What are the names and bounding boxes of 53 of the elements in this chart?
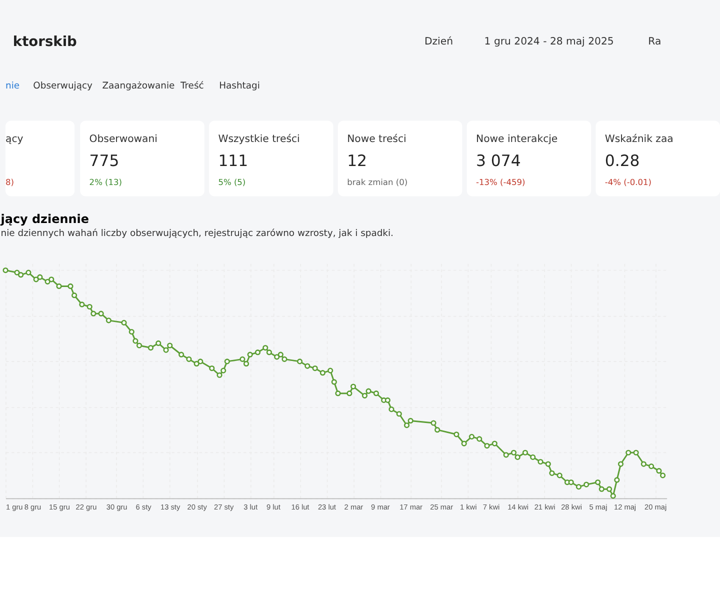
x-tick-label: 21 kwi — [534, 502, 556, 512]
x-tick-label: 12 maj — [614, 502, 636, 512]
text: 1 gru 2024 - 28 maj 2025 — [484, 36, 614, 48]
x-tick-label: 22 gru — [76, 502, 97, 512]
text: ący — [6, 134, 24, 145]
text: 111 — [218, 150, 248, 170]
x-tick-label: 17 mar — [400, 502, 424, 512]
text: ktorskib — [12, 34, 78, 50]
x-tick-label: 3 lut — [244, 502, 258, 512]
x-tick-label: 14 kwi — [508, 502, 529, 512]
text: Wszystkie treści — [218, 132, 300, 145]
text: Hashtagi — [219, 80, 260, 92]
x-tick-label: 20 maj — [644, 502, 667, 512]
text: -13% (-459) — [476, 177, 526, 188]
chart-subtitle: nie dziennych wahań liczby obserwujących, rejestrując zarówno wzrosty, jak i spadki. — [0, 228, 394, 239]
x-tick-label: 23 lut — [318, 502, 336, 512]
x-tick-label: 15 gru — [49, 502, 70, 512]
x-tick-label: 27 sty — [214, 502, 234, 512]
text: Nowe interakcje — [476, 134, 558, 145]
text: -4% (-0.01) — [604, 177, 652, 188]
x-tick-label: 30 gru — [106, 502, 128, 512]
x-tick-label: 20 sty — [187, 502, 208, 512]
text: Treść — [179, 80, 204, 92]
text: Obserwujący — [33, 80, 93, 92]
text: 5% (5) — [218, 177, 246, 188]
x-tick-label: 2 mar — [344, 502, 364, 512]
text: Obserwowani — [89, 134, 158, 145]
x-tick-label: 16 lut — [291, 502, 310, 512]
text: brak zmian (0) — [347, 177, 408, 188]
text: Nowe treści — [347, 132, 406, 145]
text: Wskaźnik zaa — [604, 132, 674, 145]
text: Zaangażowanie — [102, 80, 175, 92]
x-tick-label: 5 maj — [589, 502, 608, 512]
x-tick-label: 9 lut — [266, 502, 280, 512]
x-tick-label: 9 mar — [371, 502, 390, 512]
x-tick-label: 1 kwi — [460, 502, 478, 512]
x-tick-label: 1 gru — [6, 502, 23, 512]
chart-title: jący dziennie — [0, 212, 89, 226]
text: 3 074 — [476, 150, 521, 170]
x-tick-label: 8 gru — [24, 502, 42, 512]
text: 775 — [89, 150, 120, 170]
x-tick-label: 28 kwi — [561, 502, 582, 512]
text: Dzień — [424, 35, 453, 48]
text: 8) — [6, 177, 14, 188]
x-tick-label: 6 sty — [136, 502, 152, 512]
x-tick-label: 13 sty — [160, 502, 180, 512]
text: nie — [6, 80, 20, 92]
x-tick-label: 7 kwi — [482, 502, 500, 512]
text: 12 — [347, 150, 368, 170]
x-tick-label: 25 mar — [430, 502, 454, 512]
text: 0.28 — [604, 150, 640, 170]
text: Ra — [648, 36, 662, 48]
text: 2% (13) — [89, 177, 122, 188]
